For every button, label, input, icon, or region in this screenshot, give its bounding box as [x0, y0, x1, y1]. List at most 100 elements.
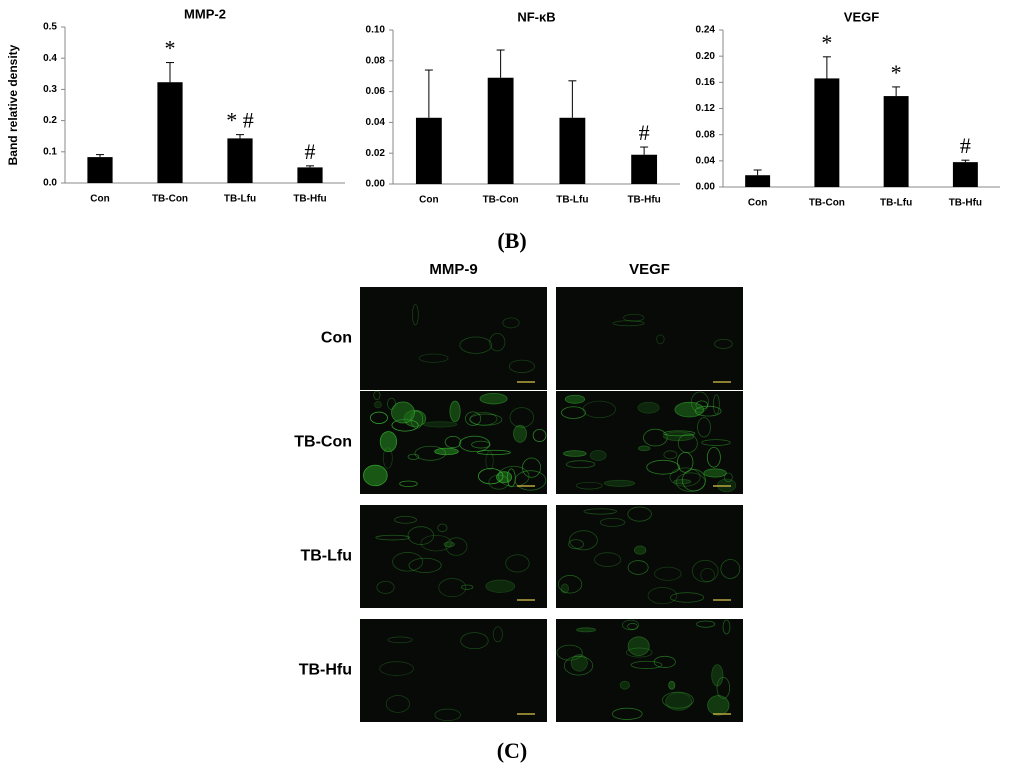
- stain: [563, 450, 587, 457]
- stain: [707, 695, 730, 716]
- stain: [694, 405, 722, 417]
- y-tick-label: 0.3: [43, 84, 57, 95]
- stain: [653, 655, 676, 668]
- stain: [392, 552, 424, 572]
- stain: [681, 469, 706, 492]
- micrograph: [556, 505, 743, 608]
- stain: [414, 445, 447, 461]
- stain: [622, 619, 640, 631]
- stain: [706, 446, 721, 468]
- stain: [589, 449, 607, 461]
- row-label: TB-Hfu: [299, 662, 352, 679]
- bar: [227, 138, 253, 183]
- x-tick-label: TB-Lfu: [556, 195, 588, 206]
- stain: [522, 457, 542, 478]
- stain: [712, 394, 720, 415]
- stain: [663, 450, 678, 460]
- y-tick-label: 0.4: [43, 53, 57, 64]
- stain: [374, 401, 382, 409]
- stain: [675, 472, 706, 492]
- stain: [599, 518, 626, 527]
- x-tick-label: TB-Lfu: [880, 198, 912, 209]
- y-tick-label: 0.2: [43, 115, 57, 126]
- stain: [411, 303, 419, 326]
- stain: [669, 467, 701, 487]
- y-tick-label: 0.20: [696, 51, 716, 62]
- significance-mark: #: [960, 133, 971, 158]
- micrograph: [556, 287, 743, 390]
- row-label: Con: [321, 330, 352, 347]
- y-tick-label: 0.00: [696, 182, 716, 193]
- y-axis-label: Band relative density: [6, 44, 20, 165]
- stain: [385, 695, 410, 713]
- stain: [513, 424, 527, 443]
- stain: [373, 390, 381, 401]
- stain: [563, 655, 594, 676]
- y-tick-label: 0.12: [696, 103, 716, 114]
- stain: [663, 430, 696, 437]
- stain: [375, 534, 411, 541]
- stain: [443, 541, 455, 548]
- stain: [561, 406, 586, 419]
- stain: [633, 545, 647, 555]
- stain: [434, 447, 459, 456]
- stain: [437, 523, 448, 533]
- stain: [627, 622, 638, 630]
- stain: [394, 515, 417, 524]
- stain: [637, 401, 660, 414]
- stain: [690, 391, 709, 413]
- stain: [647, 587, 678, 605]
- stain: [711, 664, 724, 687]
- stain: [575, 481, 603, 490]
- stain: [564, 394, 586, 404]
- stain: [627, 636, 650, 656]
- x-tick-label: TB-Hfu: [293, 194, 326, 205]
- stain: [716, 676, 731, 699]
- significance-mark: *: [891, 60, 902, 85]
- stain: [623, 313, 645, 322]
- panel-label: (C): [497, 738, 528, 763]
- y-tick-label: 0.0: [43, 178, 57, 189]
- stain: [422, 421, 458, 428]
- bar: [883, 96, 909, 187]
- stain: [568, 539, 584, 550]
- bar: [297, 167, 323, 183]
- stain: [576, 627, 596, 633]
- stain: [420, 534, 452, 552]
- bar: [745, 175, 771, 187]
- stain: [532, 428, 547, 442]
- stain: [612, 320, 645, 327]
- stain: [477, 468, 504, 485]
- stain: [723, 472, 733, 483]
- x-tick-label: TB-Con: [809, 198, 845, 209]
- bar: [157, 82, 183, 183]
- stain: [560, 583, 569, 594]
- stain: [459, 336, 493, 354]
- panel-label: (B): [497, 228, 526, 253]
- stain: [471, 440, 491, 449]
- y-tick-label: 0.10: [366, 25, 386, 36]
- significance-mark: * #: [226, 108, 254, 133]
- micrograph: [360, 619, 547, 722]
- significance-mark: #: [305, 139, 316, 164]
- stain: [720, 559, 741, 579]
- stain: [668, 680, 676, 690]
- stain: [465, 411, 482, 426]
- y-tick-label: 0.24: [696, 25, 716, 36]
- chart-title: VEGF: [844, 9, 879, 24]
- bar: [559, 117, 586, 184]
- stain: [696, 620, 716, 628]
- stain: [703, 468, 727, 478]
- stain: [508, 359, 535, 373]
- x-tick-label: TB-Hfu: [627, 195, 660, 206]
- stain: [697, 417, 711, 438]
- y-tick-label: 0.5: [43, 22, 57, 33]
- stain: [630, 660, 663, 669]
- bar: [415, 117, 442, 184]
- stain: [460, 632, 489, 650]
- stain: [506, 468, 516, 488]
- stain: [434, 708, 461, 722]
- stain: [646, 459, 680, 475]
- stain: [594, 552, 622, 567]
